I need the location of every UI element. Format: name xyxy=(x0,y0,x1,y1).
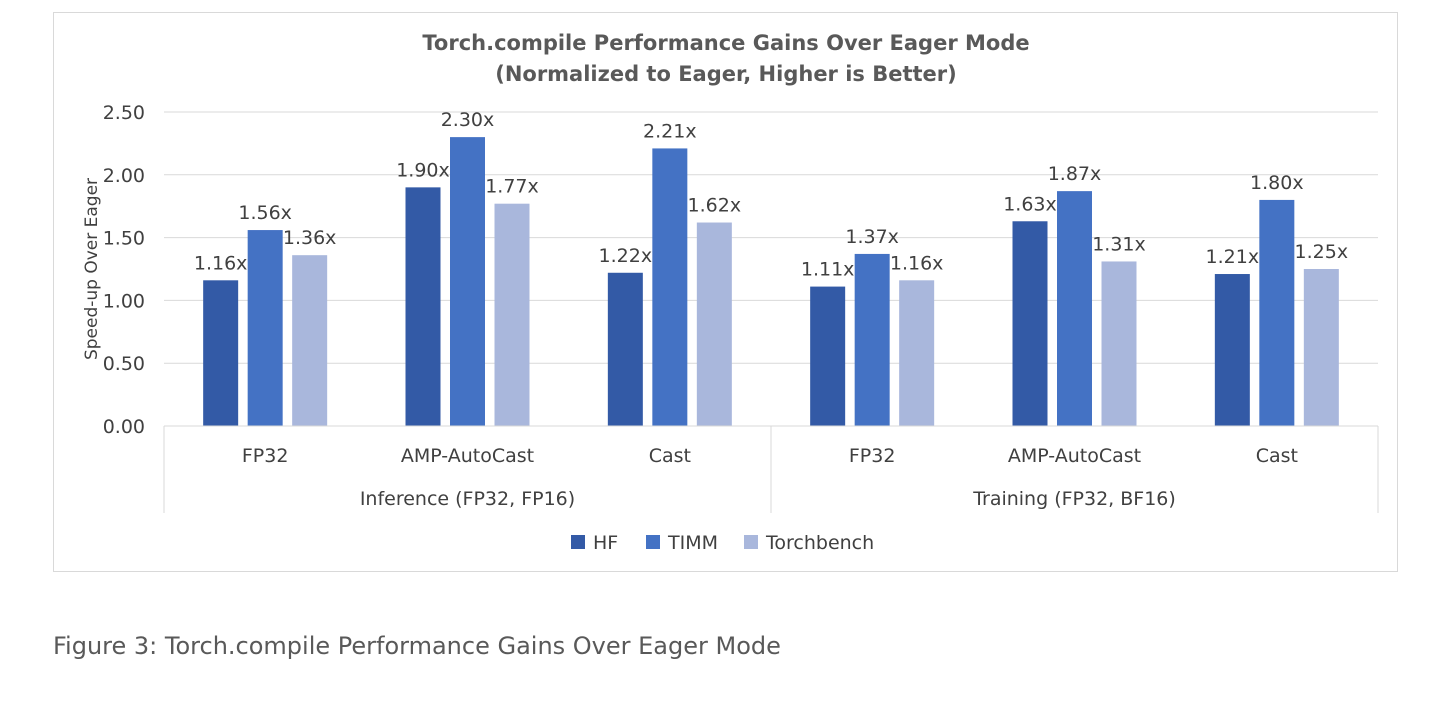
data-label: 1.16x xyxy=(194,252,248,274)
legend-swatch xyxy=(744,535,758,549)
bar-chart: Torch.compile Performance Gains Over Eag… xyxy=(82,31,1379,554)
data-label: 2.30x xyxy=(441,109,495,131)
group-label: Training (FP32, BF16) xyxy=(972,488,1176,510)
bar xyxy=(292,255,328,426)
bar xyxy=(247,230,283,426)
figure-caption: Figure 3: Torch.compile Performance Gain… xyxy=(53,632,781,660)
bar xyxy=(1303,269,1339,426)
y-axis-label: Speed-up Over Eager xyxy=(82,178,102,360)
legend-swatch xyxy=(571,535,585,549)
data-label: 1.77x xyxy=(485,176,539,198)
chart-title: Torch.compile Performance Gains Over Eag… xyxy=(422,31,1029,55)
bar xyxy=(203,280,239,426)
y-tick-label: 0.00 xyxy=(103,416,145,438)
data-label: 1.56x xyxy=(238,202,292,224)
legend-label: HF xyxy=(593,532,618,554)
bar xyxy=(1214,274,1250,426)
bar xyxy=(450,137,485,426)
x-tick-label: AMP-AutoCast xyxy=(401,445,534,467)
data-label: 1.36x xyxy=(283,227,337,249)
bar xyxy=(696,222,732,426)
bar xyxy=(810,286,846,426)
y-tick-label: 1.50 xyxy=(103,228,145,250)
bar xyxy=(405,187,441,426)
data-label: 1.87x xyxy=(1048,163,1102,185)
x-tick-label: FP32 xyxy=(242,445,289,467)
x-tick-label: Cast xyxy=(649,445,691,467)
bar xyxy=(494,203,530,426)
y-tick-label: 2.00 xyxy=(103,165,145,187)
y-tick-label: 2.50 xyxy=(103,102,145,124)
data-label: 1.25x xyxy=(1295,241,1349,263)
data-label: 1.22x xyxy=(599,245,653,267)
bar xyxy=(607,272,643,426)
data-label: 2.21x xyxy=(643,120,697,142)
bar xyxy=(1057,191,1092,426)
group-label: Inference (FP32, FP16) xyxy=(360,488,575,510)
data-label: 1.62x xyxy=(688,195,742,217)
data-label: 1.11x xyxy=(801,259,855,281)
y-tick-label: 1.00 xyxy=(103,290,145,312)
data-label: 1.21x xyxy=(1206,246,1260,268)
x-tick-label: AMP-AutoCast xyxy=(1008,445,1141,467)
bar xyxy=(899,280,935,426)
data-label: 1.16x xyxy=(890,252,944,274)
bar xyxy=(1101,261,1137,426)
legend-label: TIMM xyxy=(667,532,718,554)
legend-swatch xyxy=(646,535,660,549)
bar xyxy=(1259,199,1295,426)
x-tick-label: Cast xyxy=(1256,445,1298,467)
data-label: 1.90x xyxy=(396,159,450,181)
bar xyxy=(652,148,688,426)
data-label: 1.80x xyxy=(1250,172,1304,194)
legend-label: Torchbench xyxy=(765,532,874,554)
x-tick-label: FP32 xyxy=(849,445,896,467)
chart-subtitle: (Normalized to Eager, Higher is Better) xyxy=(495,62,957,86)
bar xyxy=(854,253,890,426)
data-label: 1.63x xyxy=(1003,193,1057,215)
data-label: 1.37x xyxy=(845,226,899,248)
data-label: 1.31x xyxy=(1092,233,1146,255)
y-tick-label: 0.50 xyxy=(103,353,145,375)
bar xyxy=(1012,221,1048,426)
